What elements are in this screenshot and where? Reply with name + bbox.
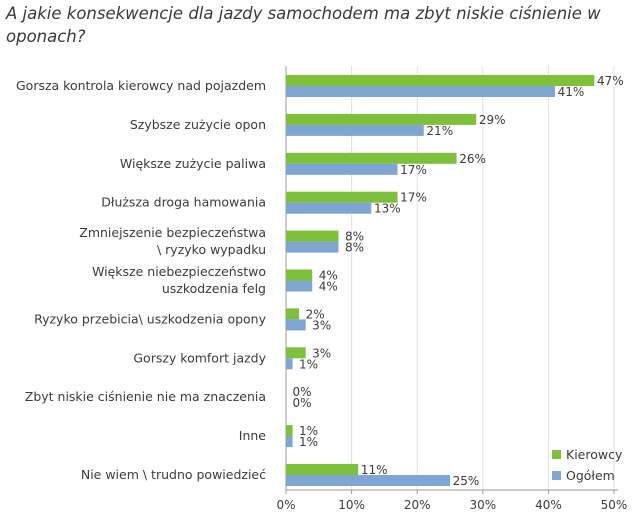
category-label: Większe niebezpieczeństwo — [92, 264, 266, 279]
bar-kierowcy — [286, 269, 313, 281]
bar-kierowcy — [286, 113, 477, 125]
data-label: 4% — [319, 280, 338, 294]
chart-title: A jakie konsekwencje dla jazdy samochode… — [6, 4, 601, 46]
data-label: 8% — [345, 241, 364, 255]
category-label: Większe zużycie paliwa — [120, 156, 266, 171]
bar-ogółem — [286, 124, 424, 136]
data-label: 3% — [312, 318, 331, 332]
data-label: 13% — [374, 202, 401, 216]
category-label: \ ryzyko wypadku — [157, 242, 266, 257]
data-label: 41% — [558, 85, 585, 99]
legend-swatch — [552, 450, 561, 459]
data-label: 4% — [319, 269, 338, 283]
category-label: Nie wiem \ trudno powiedzieć — [81, 467, 266, 482]
data-label: 1% — [299, 357, 318, 371]
legend-label: Kierowcy — [566, 447, 623, 462]
category-label: Inne — [239, 428, 267, 443]
data-label: 25% — [453, 474, 480, 488]
legend-swatch — [552, 471, 561, 480]
bar-kierowcy — [286, 75, 595, 86]
bar-kierowcy — [286, 152, 457, 164]
category-label: Zbyt niskie ciśnienie nie ma znaczenia — [25, 389, 266, 404]
bar-ogółem — [286, 86, 555, 97]
bar-ogółem — [286, 436, 293, 448]
data-label: 0% — [292, 396, 311, 410]
x-tick-label: 40% — [535, 498, 562, 512]
data-label: 17% — [400, 163, 427, 177]
data-label: 2% — [306, 307, 325, 321]
category-label: Gorsza kontrola kierowcy nad pojazdem — [16, 78, 266, 93]
data-label: 21% — [426, 124, 453, 138]
data-label: 1% — [299, 435, 318, 449]
category-label: Szybsze zużycie opon — [130, 117, 266, 132]
data-label: 8% — [345, 230, 364, 244]
data-label: 11% — [361, 463, 388, 477]
category-label: Zmniejszenie bezpieczeństwa — [79, 225, 266, 240]
data-label: 29% — [479, 113, 506, 127]
bar-kierowcy — [286, 347, 306, 359]
bar-ogółem — [286, 475, 450, 486]
bar-kierowcy — [286, 308, 300, 320]
legend-label: Ogółem — [566, 468, 615, 483]
x-tick-label: 30% — [469, 498, 496, 512]
x-tick-label: 20% — [404, 498, 431, 512]
data-label: 0% — [292, 385, 311, 399]
x-tick-label: 0% — [276, 498, 295, 512]
bar-kierowcy — [286, 425, 293, 437]
category-label: Ryzyko przebicia\ uszkodzenia opony — [34, 311, 266, 326]
bar-kierowcy — [286, 230, 339, 242]
data-label: 47% — [597, 74, 624, 88]
category-label: Gorszy komfort jazdy — [133, 350, 266, 365]
bar-ogółem — [286, 319, 306, 331]
data-label: 17% — [400, 191, 427, 205]
bar-ogółem — [286, 202, 372, 214]
bar-ogółem — [286, 163, 398, 175]
data-label: 26% — [459, 152, 486, 166]
bar-ogółem — [286, 358, 293, 370]
data-label: 1% — [299, 424, 318, 438]
bar-ogółem — [286, 241, 339, 253]
data-label: 3% — [312, 346, 331, 360]
x-tick-label: 50% — [601, 498, 628, 512]
bar-kierowcy — [286, 191, 398, 203]
x-tick-label: 10% — [338, 498, 365, 512]
category-label: Dłuższa droga hamowania — [101, 195, 266, 210]
bar-kierowcy — [286, 464, 359, 475]
category-label: uszkodzenia felg — [162, 281, 266, 296]
bar-ogółem — [286, 280, 313, 292]
